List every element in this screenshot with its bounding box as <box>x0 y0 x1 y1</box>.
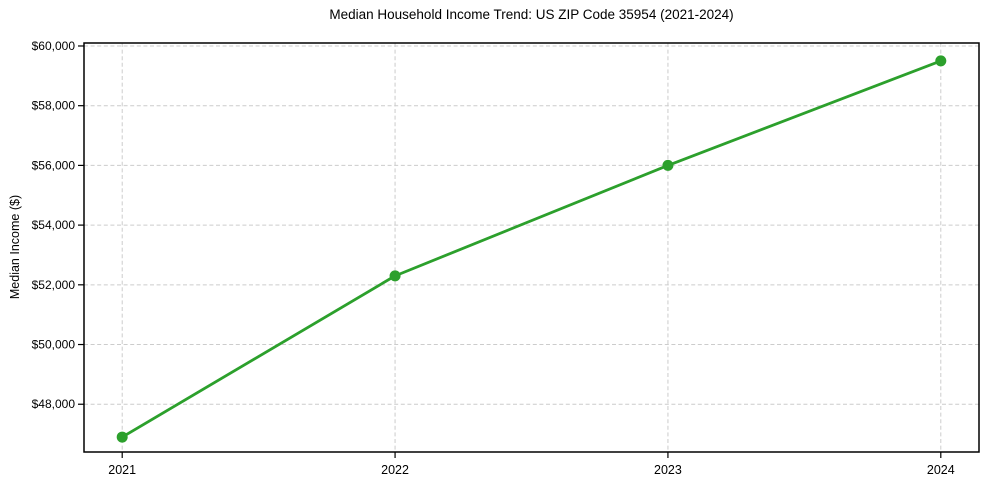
y-tick-label: $52,000 <box>32 278 76 292</box>
data-point-2024 <box>935 55 947 67</box>
y-tick-label: $54,000 <box>32 218 76 232</box>
x-tick-label: 2024 <box>927 463 955 477</box>
data-point-2021 <box>116 431 128 443</box>
y-tick-label: $50,000 <box>32 338 76 352</box>
x-tick-label: 2021 <box>108 463 136 477</box>
y-tick-label: $48,000 <box>32 397 76 411</box>
y-tick-label: $58,000 <box>32 99 76 113</box>
data-point-2022 <box>389 270 401 282</box>
x-tick-label: 2023 <box>654 463 682 477</box>
chart-title: Median Household Income Trend: US ZIP Co… <box>329 7 734 22</box>
y-tick-label: $60,000 <box>32 39 76 53</box>
data-point-2023 <box>662 159 674 171</box>
y-tick-label: $56,000 <box>32 158 76 172</box>
x-tick-label: 2022 <box>381 463 409 477</box>
trend-line <box>121 59 942 439</box>
plot-border <box>83 42 980 453</box>
